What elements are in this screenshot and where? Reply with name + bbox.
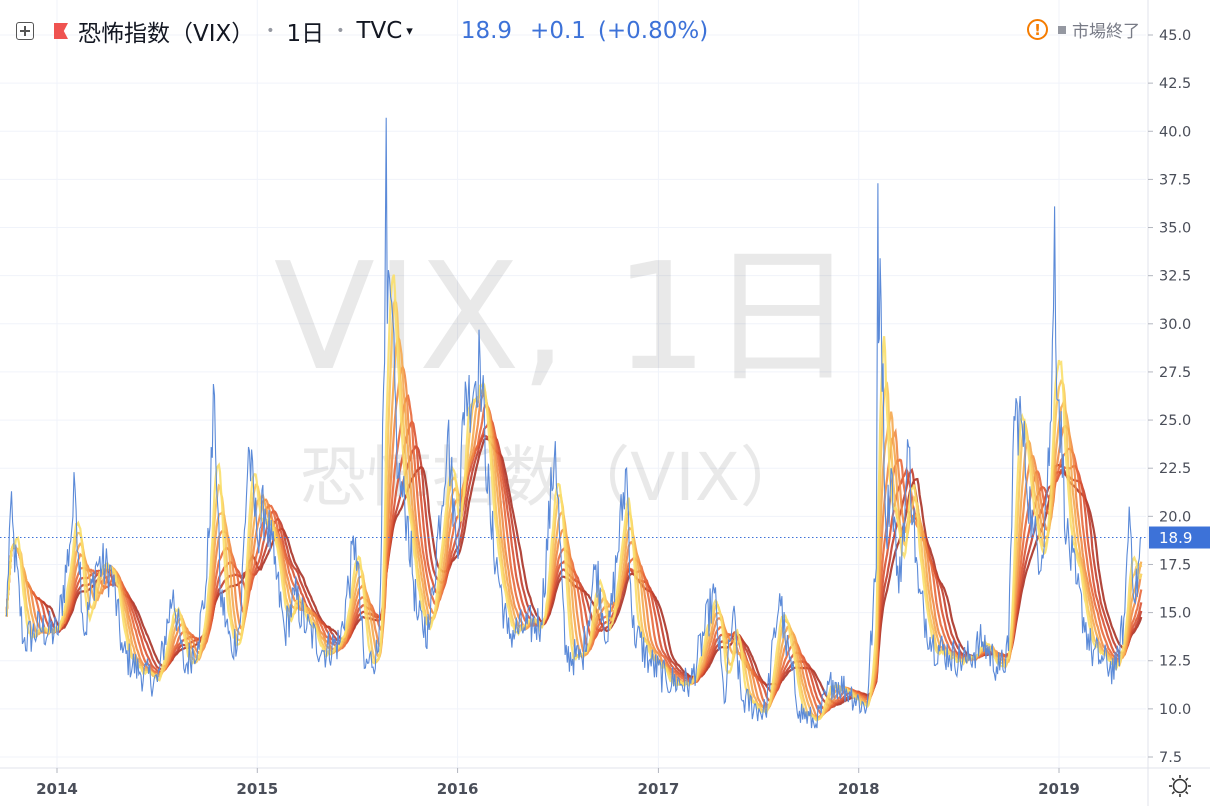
y-tick-label: 30.0 bbox=[1159, 317, 1191, 333]
x-tick-label: 2018 bbox=[838, 780, 880, 798]
separator-dot: • bbox=[336, 23, 345, 39]
price-series bbox=[5, 117, 1142, 729]
time-axis: 2014 2015 2016 2017 2018 2019 bbox=[36, 768, 1080, 798]
symbol-name[interactable]: 恐怖指数（VIX） bbox=[78, 21, 255, 47]
add-symbol-icon[interactable] bbox=[16, 22, 34, 40]
price-change: +0.1 bbox=[530, 18, 586, 44]
last-price-label: 18.9 bbox=[1149, 526, 1210, 549]
interval-label[interactable]: 1日 bbox=[286, 21, 325, 47]
axis-settings-icon[interactable] bbox=[1169, 775, 1191, 797]
exchange-label[interactable]: TVC bbox=[356, 18, 403, 44]
last-price-badge bbox=[1149, 526, 1210, 549]
y-tick-label: 20.0 bbox=[1159, 509, 1191, 525]
flag-icon[interactable] bbox=[54, 23, 68, 39]
x-tick-label: 2015 bbox=[236, 780, 278, 798]
market-status-label: 市場終了 bbox=[1072, 22, 1140, 42]
y-tick-label: 27.5 bbox=[1159, 365, 1191, 381]
y-tick-label: 32.5 bbox=[1159, 269, 1191, 285]
price-change-percent: (+0.80%) bbox=[597, 18, 709, 44]
y-tick-label: 12.5 bbox=[1159, 654, 1191, 670]
chevron-down-icon[interactable]: ▾ bbox=[406, 23, 413, 39]
separator-dot: • bbox=[266, 23, 275, 39]
x-tick-label: 2017 bbox=[638, 780, 680, 798]
last-price-value: 18.9 bbox=[460, 18, 513, 44]
chart-legend-header: 恐怖指数（VIX） • 1日 • TVC ▾ 18.9 +0.1 (+0.80%… bbox=[16, 14, 708, 48]
y-tick-label: 35.0 bbox=[1159, 221, 1191, 237]
y-tick-label: 22.5 bbox=[1159, 461, 1191, 477]
y-tick-label: 40.0 bbox=[1159, 124, 1191, 140]
x-tick-label: 2016 bbox=[437, 780, 479, 798]
y-tick-label: 17.5 bbox=[1159, 557, 1191, 573]
market-status: ! 市場終了 bbox=[1027, 17, 1140, 42]
y-tick-label: 7.5 bbox=[1159, 750, 1182, 766]
closed-square-icon bbox=[1058, 25, 1066, 34]
y-tick-label: 15.0 bbox=[1159, 606, 1191, 622]
warning-icon[interactable]: ! bbox=[1027, 19, 1048, 40]
y-tick-label: 25.0 bbox=[1159, 413, 1191, 429]
chart-grid bbox=[0, 0, 1146, 768]
y-tick-label: 42.5 bbox=[1159, 76, 1191, 92]
y-tick-label: 45.0 bbox=[1159, 28, 1191, 44]
vix-price-line bbox=[5, 117, 1142, 729]
price-axis: 7.5 10.0 12.5 15.0 17.5 20.0 22.5 25.0 27.5 30.0 3… bbox=[1148, 28, 1191, 766]
x-tick-label: 2014 bbox=[36, 780, 78, 798]
x-tick-label: 2019 bbox=[1038, 780, 1080, 798]
y-tick-label: 10.0 bbox=[1159, 702, 1191, 718]
watermark-main: VIX, 1日 bbox=[274, 231, 857, 403]
y-tick-label: 37.5 bbox=[1159, 172, 1191, 188]
last-price-badge-text: 18.9 bbox=[1159, 529, 1192, 547]
